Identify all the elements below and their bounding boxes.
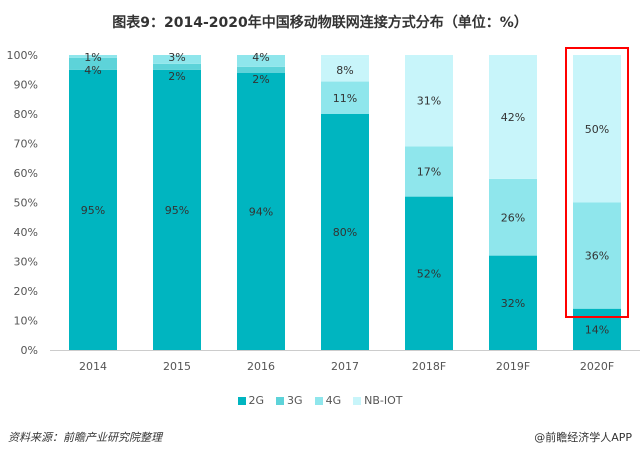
data-label: 95% [165,204,189,217]
y-tick-label: 70% [14,138,38,151]
x-tick-label: 2014 [79,360,107,373]
legend: 2G 3G 4G NB-IOT [0,394,640,408]
legend-swatch [314,396,323,405]
data-label: 2% [168,70,185,83]
legend-label: 4G [325,394,342,407]
bar-segment-2G [153,69,201,350]
x-tick-label: 2018F [412,360,446,373]
y-tick-label: 30% [14,256,38,269]
bar-segment-3G [69,57,117,70]
data-label: 42% [501,111,525,124]
y-tick-label: 10% [14,315,38,328]
legend-swatch [353,396,362,405]
chart-title: 图表9：2014-2020年中国移动物联网连接方式分布（单位：%） [112,15,528,31]
data-label: 2% [252,73,269,86]
data-label: 36% [585,250,609,263]
legend-item: 3G [276,394,303,407]
x-tick-label: 2016 [247,360,275,373]
bar-segment-3G [153,63,201,70]
legend-swatch [276,396,285,405]
bar-segment-2G [237,72,285,350]
data-label: 17% [417,166,441,179]
y-tick-label: 90% [14,79,38,92]
y-tick-label: 0% [21,344,38,357]
data-label: 1% [84,51,101,64]
bar-segment-4G [237,55,285,67]
data-label: 11% [333,92,357,105]
bar-segment-4G [69,55,117,58]
data-label: 95% [81,204,105,217]
y-tick-label: 50% [14,197,38,210]
data-label: 32% [501,297,525,310]
data-label: 3% [168,51,185,64]
legend-swatch [237,396,246,405]
data-label: 50% [585,123,609,136]
credit: @前瞻经济学人APP [534,431,632,444]
data-label: 31% [417,95,441,108]
bar-segment-4G [405,146,453,197]
data-label: 14% [585,323,609,336]
bar-segment-4G [573,202,621,309]
legend-item: 2G [237,394,265,407]
data-label: 94% [249,205,273,218]
data-label: 8% [336,64,353,77]
bar-segment-4G [321,81,369,114]
bar-segment-NB-IOT [573,55,621,203]
x-tick-label: 2017 [331,360,359,373]
data-label: 80% [333,226,357,239]
bar-segment-4G [489,178,537,256]
bar-segment-2G [405,196,453,350]
y-tick-label: 100% [7,49,38,62]
stacked-bar-chart: 0%10%20%30%40%50%60%70%80%90%100%95%4%1%… [7,47,640,373]
legend-label: 3G [287,394,303,407]
bar-segment-3G [237,66,285,73]
bar-segment-NB-IOT [489,55,537,179]
y-tick-label: 60% [14,167,38,180]
highlight-box [565,47,629,318]
legend-label: 2G [248,394,265,407]
bar-segment-4G [153,55,201,64]
data-label: 4% [252,51,269,64]
data-label: 4% [84,64,101,77]
x-tick-label: 2019F [496,360,530,373]
x-tick-label: 2020F [580,360,614,373]
bar-segment-2G [69,69,117,350]
y-tick-label: 80% [14,108,38,121]
y-tick-label: 40% [14,226,38,239]
source-note: 资料来源：前瞻产业研究院整理 [8,431,162,444]
bar-segment-fill [321,55,369,58]
data-label: 26% [501,211,525,224]
legend-item: NB-IOT [353,394,402,407]
bar-segment-2G [321,114,369,350]
bar-segment-NB-IOT [321,57,369,82]
x-tick-label: 2015 [163,360,191,373]
bar-segment-2G [573,308,621,350]
legend-item: 4G [314,394,342,407]
y-tick-label: 20% [14,285,38,298]
data-label: 52% [417,267,441,280]
legend-label: NB-IOT [364,394,403,407]
bar-segment-NB-IOT [405,55,453,147]
bar-segment-2G [489,255,537,350]
